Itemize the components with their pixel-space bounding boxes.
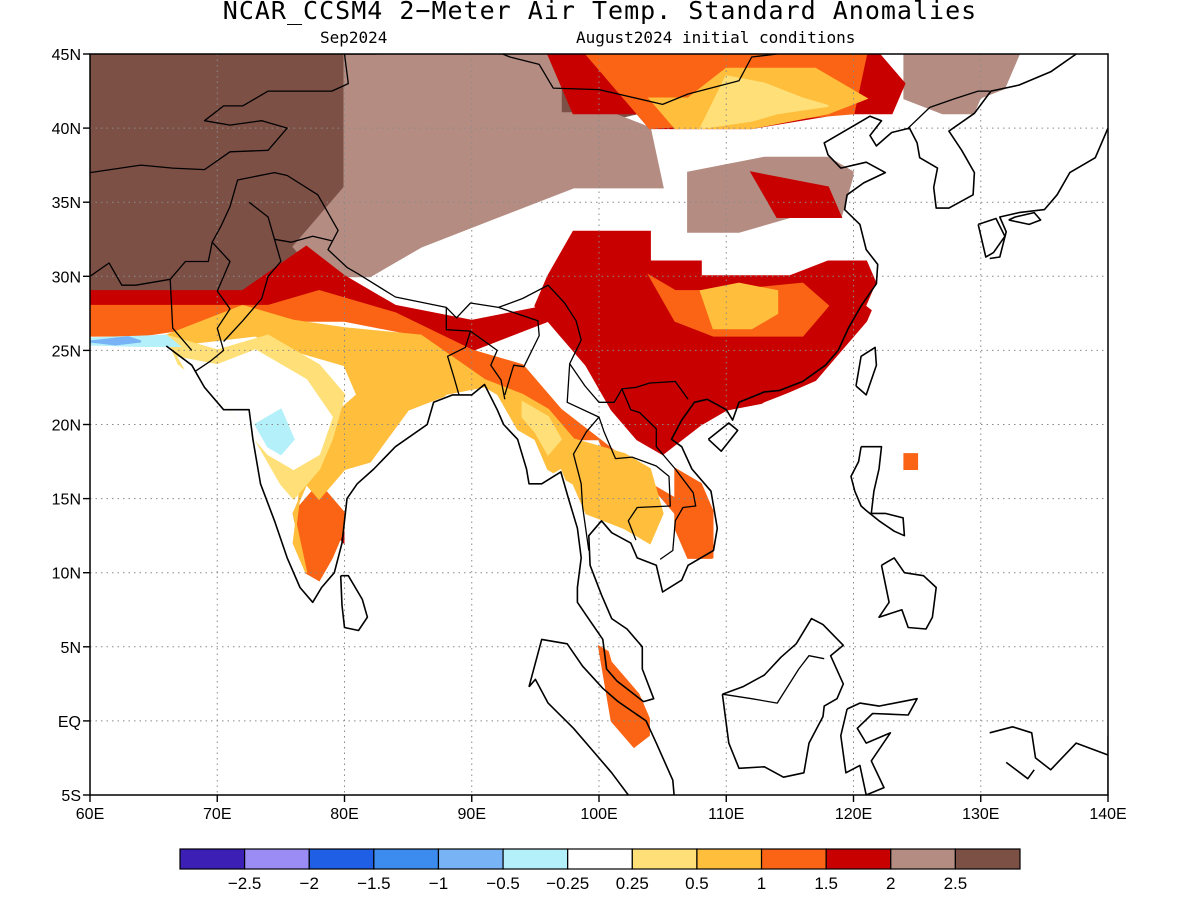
colorbar-label: 1.5: [814, 874, 838, 893]
coastline-segment: [707, 422, 739, 453]
border-segment: [195, 241, 231, 372]
colorbar-swatch: [890, 848, 956, 870]
colorbar-label: 1: [757, 874, 766, 893]
border-segment: [621, 388, 697, 560]
colorbar-swatch: [502, 848, 569, 870]
lat-tick-label: 35N: [52, 195, 81, 212]
coastline-segment: [878, 557, 938, 630]
colorbar-swatch: [825, 848, 892, 870]
border-segment: [500, 54, 779, 106]
coastline-segment: [855, 346, 878, 396]
lat-tick-label: 5S: [61, 788, 81, 805]
coastlines: [90, 54, 1108, 795]
coastline-segment: [989, 127, 1108, 260]
colorbar-label: 2.5: [944, 874, 968, 893]
ocean-mask: [968, 54, 1108, 203]
lon-tick-label: 140E: [1089, 806, 1126, 823]
lat-tick-label: 5N: [61, 640, 81, 657]
lon-tick-label: 130E: [962, 806, 999, 823]
coastline-segment: [721, 617, 845, 779]
border-segment: [445, 307, 472, 396]
anomaly-region: [903, 453, 919, 470]
coastline-segment: [1005, 761, 1035, 780]
border-segment: [90, 54, 349, 174]
colorbar-label: −2: [300, 874, 319, 893]
anomaly-region: [699, 75, 829, 130]
lon-tick-label: 70E: [203, 806, 231, 823]
anomaly-region: [90, 336, 142, 346]
border-segment: [223, 239, 282, 342]
colorbar-label: −1: [429, 874, 448, 893]
colorbar-label: −1.5: [357, 874, 391, 893]
coastline-segment: [850, 445, 906, 537]
colorbar-swatch: [696, 848, 763, 870]
border-segment: [722, 655, 825, 704]
colorbar-label: −0.5: [486, 874, 520, 893]
lat-tick-label: 25N: [52, 343, 81, 360]
border-segment: [248, 201, 332, 243]
border-segment: [598, 416, 671, 541]
border-segment: [907, 90, 990, 129]
colorbar-swatch: [760, 848, 827, 870]
colorbar-swatch: [244, 848, 310, 870]
border-segment: [470, 330, 506, 400]
anomaly-region: [521, 400, 563, 456]
anomaly-region: [699, 282, 779, 330]
border-segment: [566, 363, 600, 551]
colorbar-swatch: [954, 848, 1021, 870]
colorbar-swatch: [437, 848, 504, 870]
anomaly-region: [254, 408, 295, 456]
lat-tick-label: 10N: [52, 566, 81, 583]
colorbar-label: 0.5: [685, 874, 709, 893]
lat-tick-label: 40N: [52, 121, 81, 138]
colorbar-label: −0.25: [546, 874, 589, 893]
graticule: [90, 54, 1108, 795]
lat-tick-label: 45N: [52, 47, 81, 64]
lon-tick-label: 90E: [458, 806, 486, 823]
coastline-segment: [839, 697, 918, 795]
lat-tick-label: 20N: [52, 418, 81, 435]
border-segment: [498, 306, 540, 396]
colorbar-label: 2: [886, 874, 895, 893]
coastline-segment: [165, 54, 1077, 703]
anomaly-region: [749, 171, 843, 218]
forecast-month: Sep2024: [320, 28, 388, 47]
lat-tick-label: EQ: [58, 714, 81, 731]
colorbar-label: 0.25: [616, 874, 649, 893]
lon-tick-label: 60E: [76, 806, 104, 823]
initial-conditions-label: August2024 initial conditions: [576, 28, 856, 47]
colorbar-label: −2.5: [228, 874, 262, 893]
border-segment: [344, 54, 377, 55]
coastline-segment: [1008, 211, 1042, 226]
coastline-segment: [528, 678, 629, 795]
colorbar-swatch: [308, 848, 375, 870]
border-segment: [90, 171, 689, 403]
border-segment: [169, 279, 193, 351]
coastline-segment: [339, 574, 369, 632]
map-title: NCAR_CCSM4 2−Meter Air Temp. Standard An…: [222, 0, 978, 25]
lat-tick-label: 15N: [52, 492, 81, 509]
coastline-segment: [528, 638, 675, 795]
colorbar-swatch: [373, 848, 440, 870]
colorbar: −2.5 −2 −1.5 −1 −0.5 −0.25 0.25 0.5 1 1.5 2 2.5: [179, 848, 1021, 893]
coastline-segment: [977, 217, 1006, 258]
lon-tick-label: 120E: [835, 806, 872, 823]
lon-tick-label: 100E: [580, 806, 617, 823]
lat-tick-label: 30N: [52, 269, 81, 286]
colorbar-swatch: [567, 848, 633, 870]
ocean-mask: [828, 128, 1108, 395]
lon-tick-label: 110E: [708, 806, 744, 823]
lon-tick-label: 80E: [330, 806, 358, 823]
coastline-segment: [989, 725, 1108, 771]
colorbar-swatch: [631, 848, 698, 870]
colorbar-swatch: [179, 848, 246, 870]
